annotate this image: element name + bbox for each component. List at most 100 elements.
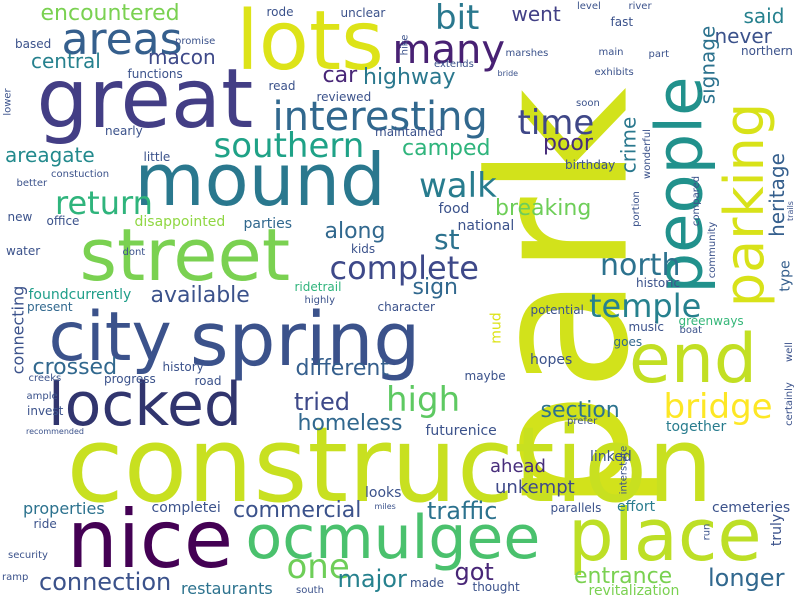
word-run: run bbox=[700, 523, 712, 541]
word-unkempt: unkempt bbox=[495, 477, 575, 498]
word-disappointed: disappointed bbox=[134, 214, 226, 230]
word-fast: fast bbox=[610, 15, 634, 29]
word-entrance: entrance bbox=[574, 564, 673, 589]
word-major: major bbox=[337, 565, 407, 593]
word-said: said bbox=[743, 4, 785, 28]
word-temple: temple bbox=[589, 287, 702, 325]
word-functions: functions bbox=[127, 67, 183, 81]
word-little: little bbox=[143, 150, 171, 164]
word-linked: linked bbox=[590, 449, 632, 465]
word-highway: highway bbox=[363, 65, 456, 90]
word-security: security bbox=[8, 550, 48, 561]
word-walk: walk bbox=[419, 166, 497, 206]
word-music: music bbox=[628, 320, 664, 334]
word-southern: southern bbox=[213, 126, 365, 166]
word-available: available bbox=[150, 283, 250, 308]
word-new: new bbox=[7, 210, 33, 224]
word-office: office bbox=[46, 214, 80, 228]
word-south: south bbox=[296, 585, 324, 596]
word-st: st bbox=[434, 223, 460, 256]
word-community: community bbox=[707, 221, 719, 279]
word-time: time bbox=[517, 103, 595, 143]
word-looks: looks bbox=[365, 485, 402, 501]
word-foundcurrently: foundcurrently bbox=[28, 287, 132, 303]
word-kids: kids bbox=[351, 242, 376, 256]
word-traffic: traffic bbox=[427, 497, 498, 525]
word-interstate: interstate bbox=[617, 445, 629, 495]
word-car: car bbox=[322, 63, 358, 88]
word-poor: poor bbox=[543, 131, 593, 156]
word-breaking: breaking bbox=[495, 196, 592, 221]
word-city: city bbox=[48, 298, 172, 377]
word-got: got bbox=[454, 558, 494, 586]
word-longer: longer bbox=[708, 564, 785, 592]
word-central: central bbox=[31, 49, 101, 73]
word-historic: historic bbox=[636, 276, 681, 290]
word-bit: bit bbox=[435, 0, 480, 38]
word-camped: camped bbox=[402, 136, 491, 161]
word-thought: thought bbox=[472, 580, 520, 594]
word-maintained: maintained bbox=[375, 125, 443, 139]
word-along: along bbox=[324, 219, 386, 244]
word-ocmulgee: ocmulgee bbox=[245, 503, 541, 573]
word-reviewed: reviewed bbox=[316, 90, 372, 104]
word-rode: rode bbox=[266, 5, 294, 19]
word-sign: sign bbox=[412, 275, 458, 300]
word-unclear: unclear bbox=[340, 6, 386, 20]
word-futurenice: futurenice bbox=[425, 423, 497, 439]
word-wonderful: wonderful bbox=[641, 129, 653, 179]
word-hopes: hopes bbox=[530, 352, 573, 368]
word-crossed: crossed bbox=[32, 355, 118, 380]
word-soon: soon bbox=[576, 98, 600, 109]
word-made: made bbox=[410, 576, 445, 590]
word-nearly: nearly bbox=[105, 124, 143, 138]
word-tried: tried bbox=[294, 388, 350, 416]
word-complete: complete bbox=[329, 249, 479, 287]
word-exhibits: exhibits bbox=[594, 67, 634, 78]
word-completei: completei bbox=[151, 500, 221, 516]
word-hike: hike bbox=[398, 34, 410, 56]
word-street: street bbox=[79, 213, 291, 297]
word-different: different bbox=[295, 356, 389, 381]
word-promise: promise bbox=[175, 36, 216, 47]
word-marshes: marshes bbox=[505, 48, 549, 59]
word-bridge: bridge bbox=[663, 387, 773, 427]
word-construction: construction bbox=[66, 404, 714, 526]
word-encountered: encountered bbox=[40, 1, 180, 26]
word-character: character bbox=[377, 300, 435, 314]
word-heritage: heritage bbox=[764, 153, 789, 237]
word-commercial: commercial bbox=[233, 498, 362, 523]
word-maybe: maybe bbox=[464, 369, 506, 383]
word-nice: nice bbox=[67, 493, 234, 586]
word-homeless: homeless bbox=[297, 411, 403, 436]
word-greenways: greenways bbox=[678, 314, 744, 328]
word-crime: crime bbox=[615, 116, 640, 174]
word-prefer: prefer bbox=[567, 416, 598, 427]
word-connection: connection bbox=[39, 568, 172, 596]
word-dont: dont bbox=[122, 247, 146, 258]
word-section: section bbox=[540, 398, 620, 423]
word-trails: trails bbox=[785, 201, 795, 221]
word-river: river bbox=[628, 1, 652, 12]
word-portion: portion bbox=[630, 191, 642, 227]
word-well: well bbox=[783, 342, 795, 362]
word-level: level bbox=[577, 1, 601, 12]
word-areas: areas bbox=[61, 14, 183, 65]
word-interesting: interesting bbox=[272, 94, 488, 140]
word-great: great bbox=[36, 52, 254, 147]
word-present: present bbox=[27, 300, 73, 314]
word-ridetrail: ridetrail bbox=[294, 280, 342, 294]
word-lower: lower bbox=[2, 88, 14, 116]
word-based: based bbox=[15, 37, 52, 51]
word-highly: highly bbox=[304, 295, 336, 306]
word-ramp: ramp bbox=[2, 572, 29, 583]
word-ahead: ahead bbox=[490, 456, 546, 477]
word-main: main bbox=[598, 47, 624, 58]
word-place: place bbox=[568, 493, 762, 577]
word-water: water bbox=[6, 244, 41, 258]
word-many: many bbox=[392, 27, 506, 73]
word-cemeteries: cemeteries bbox=[712, 500, 791, 516]
word-properties: properties bbox=[23, 499, 105, 518]
word-miles: miles bbox=[374, 502, 396, 511]
word-national: national bbox=[457, 218, 515, 234]
